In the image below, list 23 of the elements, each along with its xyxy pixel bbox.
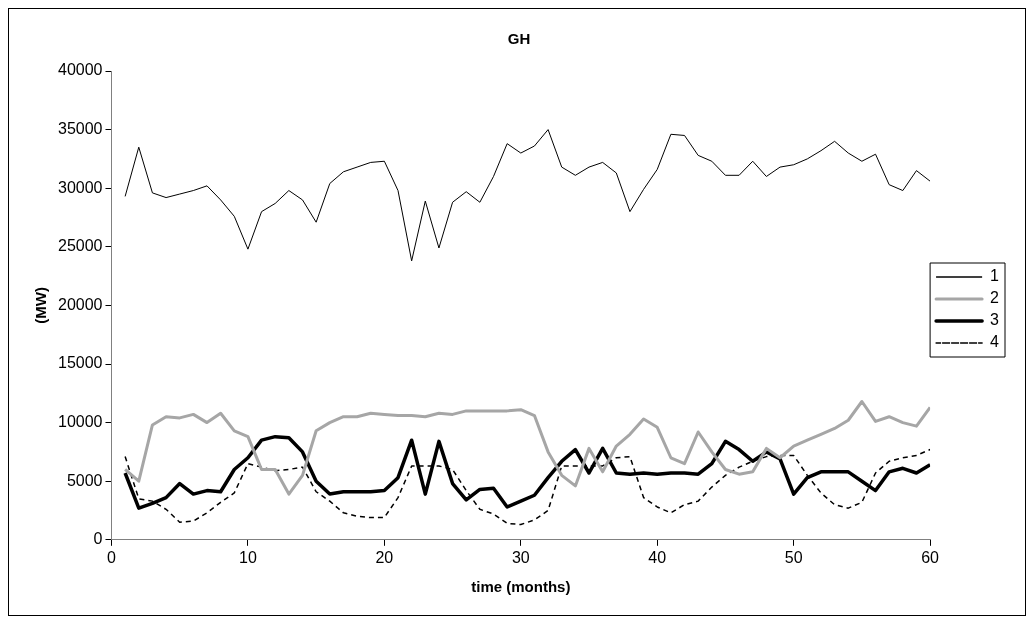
y-tick-label: 10000 [57, 413, 103, 431]
y-tick-label: 30000 [57, 178, 103, 196]
x-tick-label: 10 [239, 548, 257, 566]
y-tick-label: 15000 [57, 354, 103, 372]
x-tick-label: 30 [511, 548, 530, 566]
y-tick-label: 20000 [57, 295, 103, 313]
legend-label: 3 [990, 311, 1000, 329]
chart-title: GH [507, 30, 531, 48]
y-tick-label: 0 [93, 530, 103, 548]
legend-label: 2 [990, 289, 1000, 307]
legend-label: 1 [990, 267, 1000, 285]
y-tick-label: 5000 [66, 471, 103, 489]
x-tick-label: 0 [107, 548, 117, 566]
x-axis-title: time (months) [471, 578, 571, 596]
y-tick-label: 40000 [57, 61, 103, 79]
x-tick-label: 50 [784, 548, 803, 566]
x-tick-label: 60 [921, 548, 940, 566]
x-tick-label: 40 [648, 548, 667, 566]
y-axis-title: (MW) [32, 287, 50, 324]
legend-label: 4 [990, 333, 1000, 351]
x-tick-label: 20 [375, 548, 394, 566]
y-tick-label: 25000 [57, 237, 103, 255]
y-tick-label: 35000 [57, 120, 103, 138]
